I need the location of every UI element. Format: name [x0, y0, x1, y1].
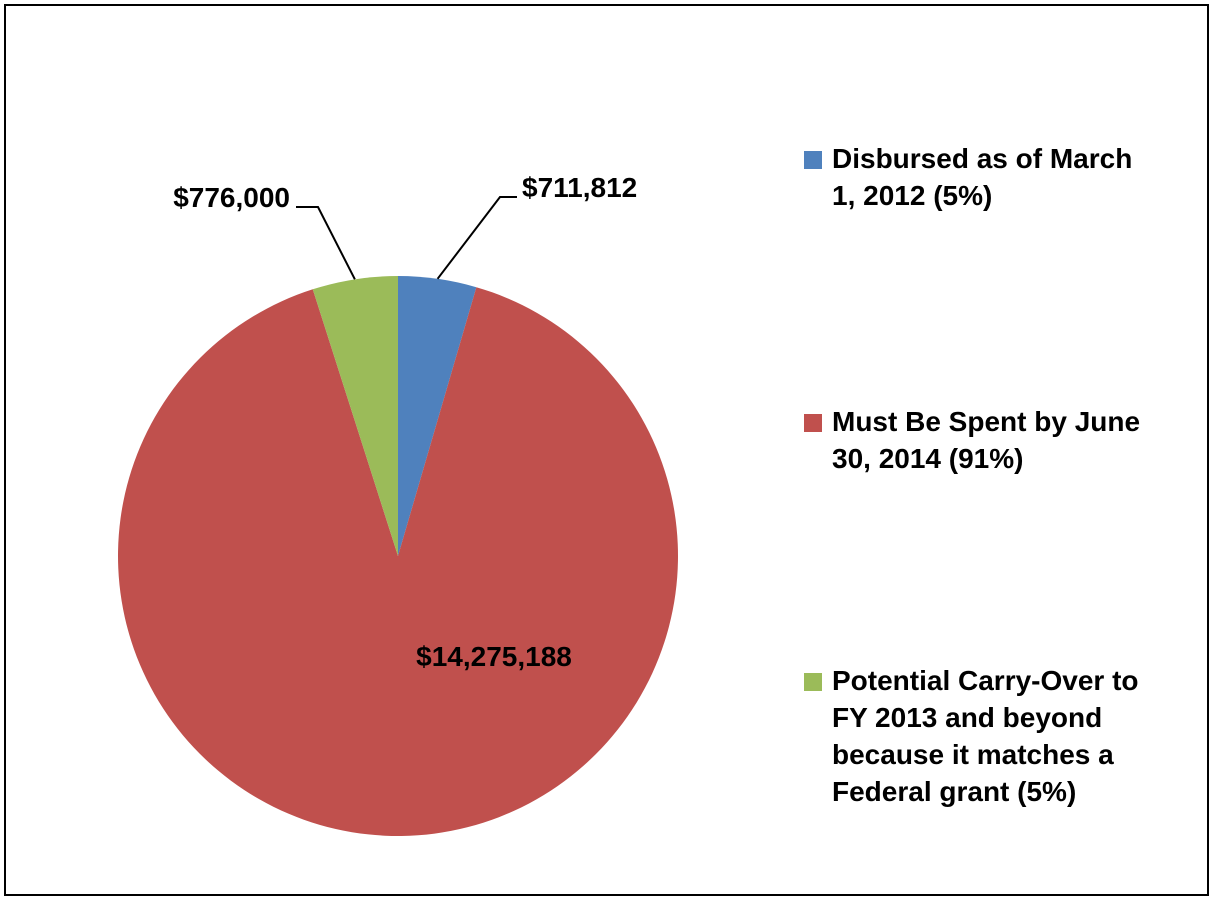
- pie-slices: [118, 276, 679, 836]
- data-label-must-be-spent: $14,275,188: [416, 641, 572, 672]
- legend-swatch: [804, 151, 822, 169]
- legend-label: Potential Carry-Over to FY 2013 and beyo…: [832, 665, 1139, 807]
- legend-swatch: [804, 673, 822, 691]
- legend-label: Must Be Spent by June 30, 2014 (91%): [832, 406, 1141, 474]
- data-labels: $711,812 $14,275,188 $776,000: [173, 172, 637, 672]
- legend: Disbursed as of March 1, 2012 (5%) Must …: [804, 140, 1204, 860]
- leader-lines: [296, 196, 517, 280]
- legend-label: Disbursed as of March 1, 2012 (5%): [832, 143, 1133, 211]
- slice-must-be-spent: [118, 287, 679, 836]
- legend-swatch: [804, 414, 822, 432]
- slice-disbursed: [398, 276, 477, 556]
- slice-carry-over: [312, 276, 398, 556]
- leader-line-carry-over: [296, 206, 356, 280]
- data-label-carry-over: $776,000: [173, 182, 290, 213]
- leader-line-disbursed: [436, 196, 517, 280]
- data-label-disbursed: $711,812: [522, 172, 637, 203]
